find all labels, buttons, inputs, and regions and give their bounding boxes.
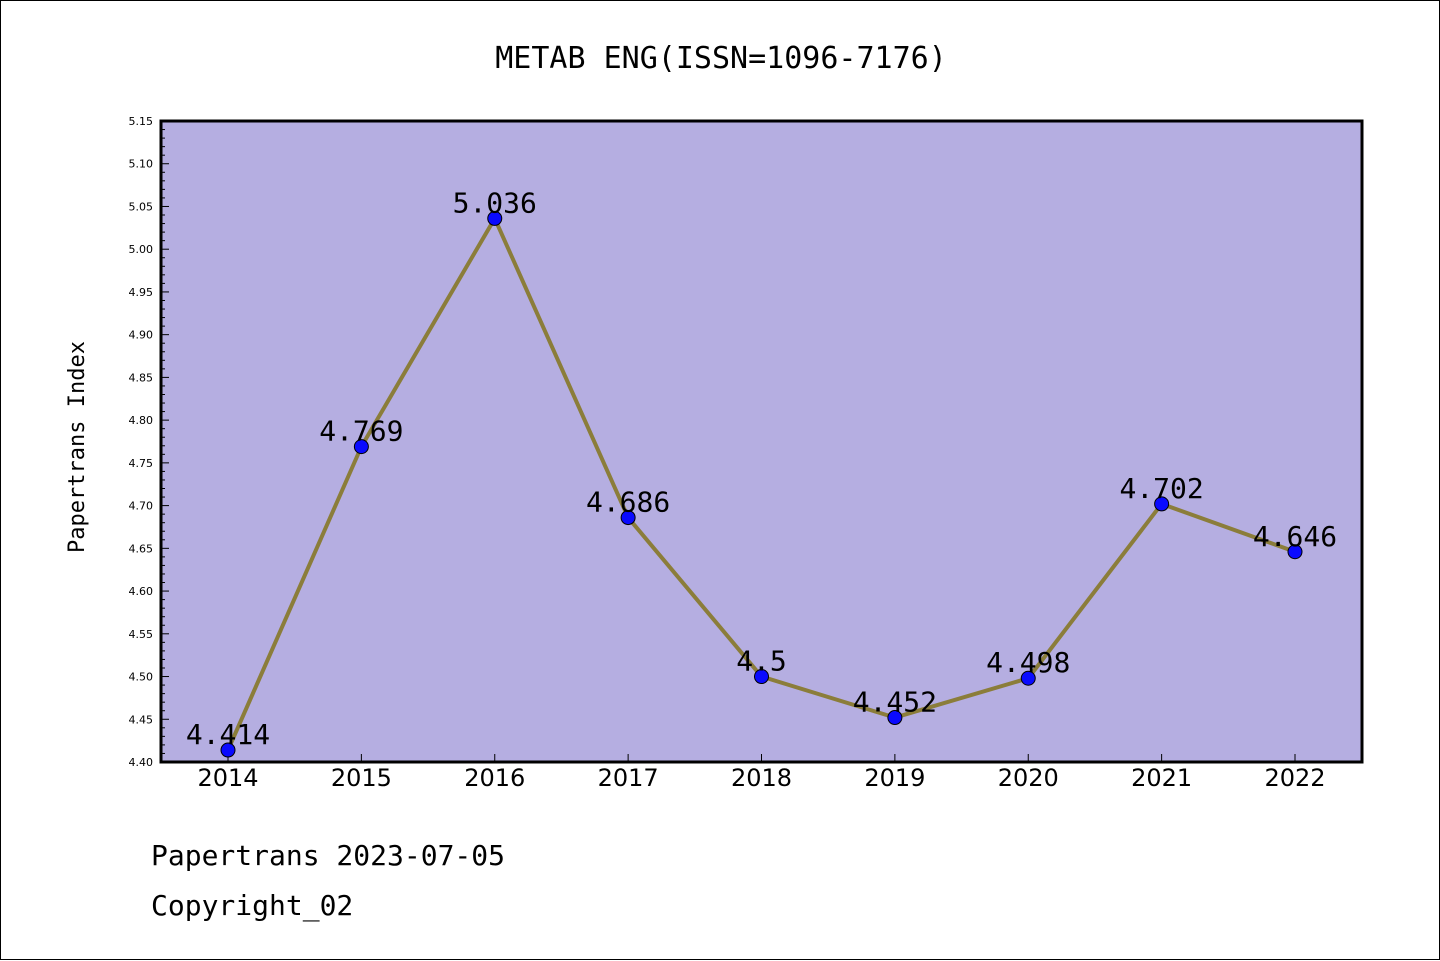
x-tick-label: 2015 (331, 764, 392, 792)
y-tick-label: 4.80 (129, 414, 154, 427)
x-tick-label: 2020 (998, 764, 1059, 792)
data-label: 4.686 (586, 486, 670, 519)
data-point (487, 210, 503, 226)
data-point (620, 510, 636, 526)
y-tick-label: 4.55 (129, 628, 154, 641)
chart-title: METAB ENG(ISSN=1096-7176) (495, 41, 947, 76)
data-label: 4.702 (1119, 472, 1203, 505)
data-labels: 4.414 4.769 5.036 4.686 4.5 4.452 4.498 4.702 4.… (186, 186, 1337, 751)
data-label: 4.414 (186, 718, 270, 751)
x-tick-label: 2021 (1131, 764, 1192, 792)
data-point (1154, 496, 1170, 512)
data-label: 4.646 (1253, 520, 1337, 553)
y-axis: 4.40 4.45 4.50 4.55 4.60 4.65 4.70 4.75 4.80 4.85… (129, 115, 169, 769)
y-tick-label: 4.65 (129, 542, 154, 555)
x-tick-label: 2022 (1264, 764, 1325, 792)
footer-copyright: Copyright_02 (151, 889, 353, 923)
y-tick-label: 4.40 (129, 756, 154, 769)
x-tick-label: 2018 (731, 764, 792, 792)
y-tick-label: 4.85 (129, 371, 154, 384)
x-axis: 2014 2015 2016 2017 2018 2019 2020 2021 2022 (197, 754, 1326, 792)
y-tick-label: 4.45 (129, 713, 154, 726)
y-tick-label: 4.60 (129, 585, 154, 598)
x-tick-label: 2016 (464, 764, 525, 792)
y-tick-label: 5.00 (129, 243, 154, 256)
data-point (1287, 544, 1303, 560)
data-point (1020, 670, 1036, 686)
data-point (754, 669, 769, 685)
data-label: 5.036 (453, 186, 537, 219)
data-label: 4.769 (319, 415, 403, 448)
y-tick-label: 5.10 (129, 158, 154, 171)
x-tick-label: 2019 (864, 764, 925, 792)
y-tick-label: 5.15 (129, 115, 154, 128)
y-tick-label: 4.50 (129, 671, 154, 684)
x-tick-label: 2017 (598, 764, 659, 792)
y-tick-label: 4.70 (129, 500, 154, 513)
y-axis-label: Papertrans Index (65, 341, 90, 553)
y-tick-label: 4.75 (129, 457, 154, 470)
y-tick-label: 4.95 (129, 286, 154, 299)
data-label: 4.498 (986, 646, 1070, 679)
y-tick-label: 5.05 (129, 200, 154, 213)
data-point (887, 710, 903, 726)
data-label: 4.5 (736, 645, 787, 678)
series (220, 210, 1303, 758)
data-label: 4.452 (853, 686, 937, 719)
data-point (353, 439, 369, 455)
data-point (220, 742, 236, 758)
x-tick-label: 2014 (197, 764, 258, 792)
y-tick-label: 4.90 (129, 329, 154, 342)
footer-date: Papertrans 2023-07-05 (151, 839, 505, 872)
